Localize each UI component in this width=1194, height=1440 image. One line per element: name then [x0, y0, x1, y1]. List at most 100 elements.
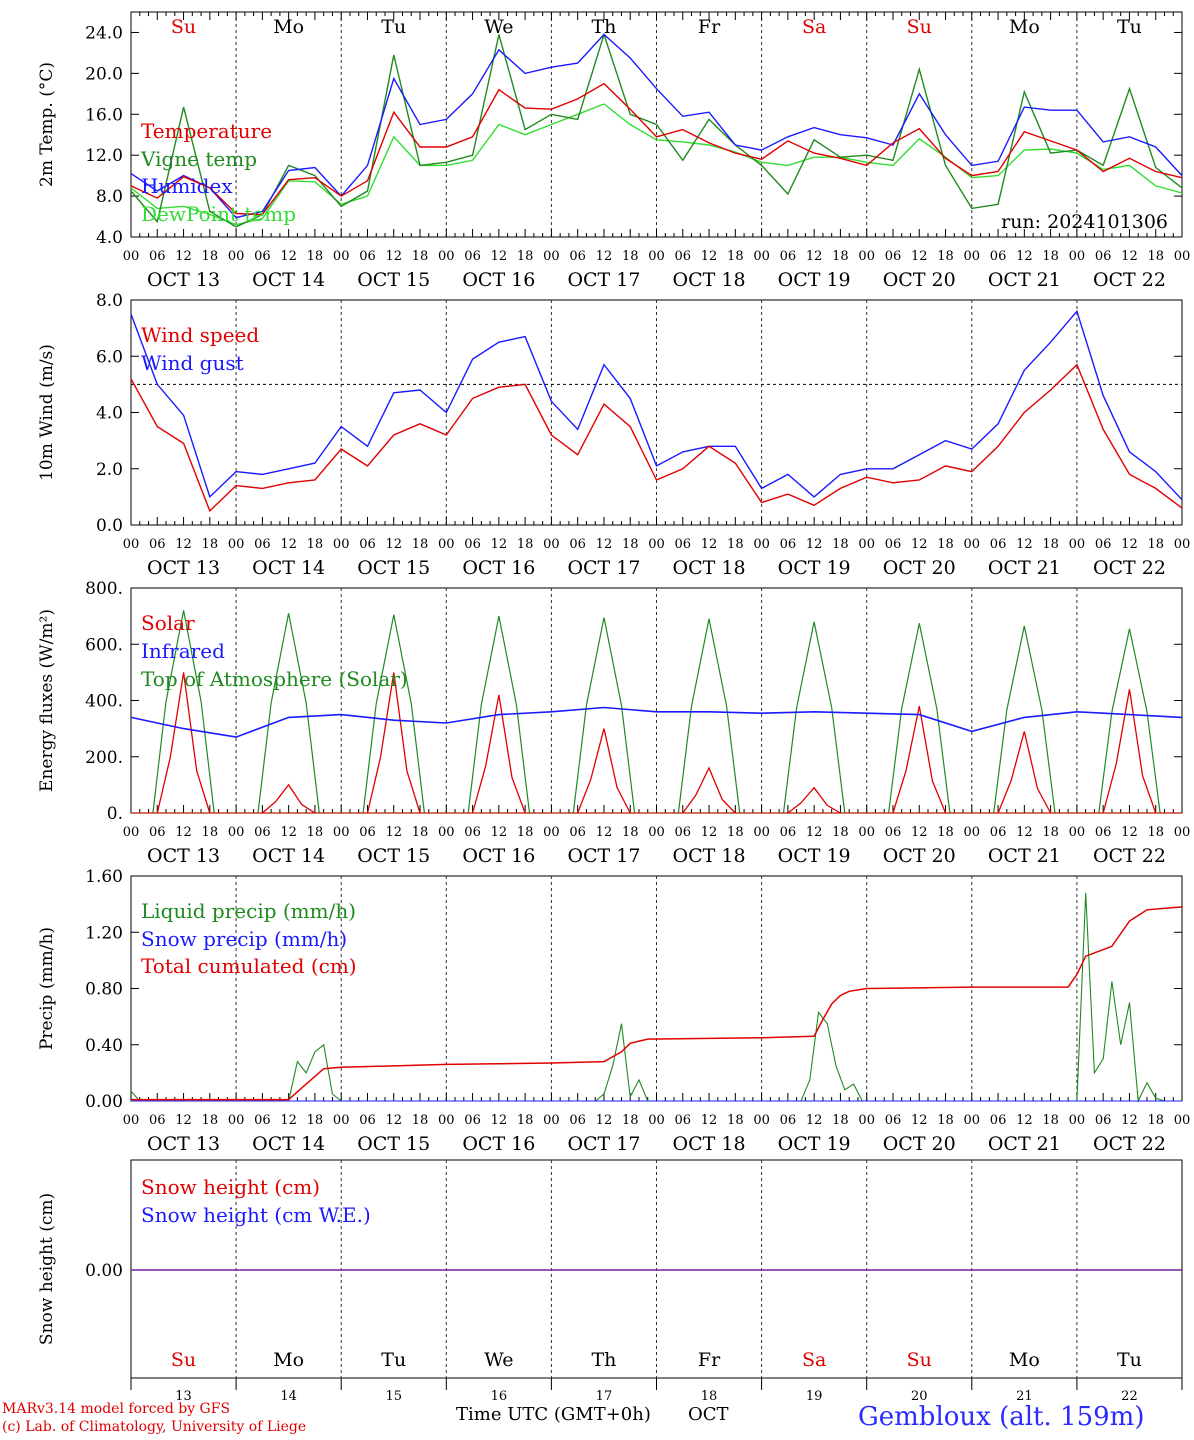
weekday-label: Tu	[381, 16, 406, 38]
y-tick-label: 4.0	[96, 228, 123, 248]
hour-tick-label: 18	[1147, 537, 1164, 552]
toa-solar-peak	[993, 625, 1056, 814]
date-label: OCT 14	[252, 1133, 325, 1155]
hour-tick-label: 12	[1121, 1113, 1138, 1128]
hour-tick-label: 06	[780, 1113, 797, 1128]
hour-tick-label: 06	[885, 249, 902, 264]
y-tick-label: 6.0	[96, 347, 123, 367]
hour-tick-label: 00	[123, 1113, 140, 1128]
hour-tick-label: 06	[149, 249, 166, 264]
hour-tick-label: 00	[123, 825, 140, 840]
date-label: OCT 22	[1093, 1133, 1166, 1155]
hour-tick-label: 06	[780, 825, 797, 840]
model-line: MARv3.14 model forced by GFS	[2, 1401, 231, 1417]
day-number: 20	[911, 1389, 928, 1404]
hour-tick-label: 06	[359, 1113, 376, 1128]
hour-tick-label: 18	[202, 537, 219, 552]
legend-snow-height-cm-w-e-: Snow height (cm W.E.)	[141, 1203, 371, 1227]
hour-tick-label: 18	[412, 1113, 429, 1128]
hour-tick-label: 12	[175, 249, 192, 264]
hour-tick-label: 12	[280, 249, 297, 264]
day-number: 13	[175, 1389, 192, 1404]
legend-wind-speed: Wind speed	[141, 323, 259, 347]
hour-tick-label: 18	[832, 537, 849, 552]
hour-tick-label: 00	[648, 537, 665, 552]
solar-peak	[1102, 689, 1157, 814]
hour-tick-label: 06	[359, 825, 376, 840]
hour-tick-label: 00	[228, 825, 245, 840]
hour-tick-label: 06	[1095, 537, 1112, 552]
hour-tick-label: 00	[753, 249, 770, 264]
hour-tick-label: 18	[412, 825, 429, 840]
hour-tick-label: 18	[412, 249, 429, 264]
date-label: OCT 17	[567, 845, 640, 867]
hour-tick-label: 18	[937, 825, 954, 840]
hour-tick-label: 06	[464, 1113, 481, 1128]
y-tick-label: 0.	[107, 804, 123, 824]
day-number: 21	[1016, 1389, 1033, 1404]
hour-tick-label: 06	[675, 537, 692, 552]
weekday-label: Su	[907, 16, 932, 38]
hour-tick-label: 12	[596, 825, 613, 840]
y-tick-label: 2.0	[96, 460, 123, 480]
hour-tick-label: 18	[622, 1113, 639, 1128]
day-number: 18	[701, 1389, 718, 1404]
hour-tick-label: 12	[1121, 249, 1138, 264]
month-label: OCT	[688, 1404, 729, 1425]
hour-tick-label: 06	[569, 537, 586, 552]
weekday-label-bottom: Su	[171, 1349, 196, 1371]
hour-tick-label: 12	[280, 825, 297, 840]
hour-tick-label: 00	[228, 537, 245, 552]
weekday-label: Mo	[273, 16, 304, 38]
y-tick-label: 0.0	[96, 516, 123, 536]
hour-tick-label: 18	[517, 249, 534, 264]
weekday-label-bottom: Tu	[1117, 1349, 1142, 1371]
hour-tick-label: 06	[990, 1113, 1007, 1128]
hour-tick-label: 06	[885, 537, 902, 552]
hour-tick-label: 12	[385, 825, 402, 840]
hour-tick-label: 12	[596, 249, 613, 264]
legend-snow-height-cm-: Snow height (cm)	[141, 1175, 320, 1199]
hour-tick-label: 18	[1042, 825, 1059, 840]
weekday-label-bottom: Mo	[1009, 1349, 1040, 1371]
hour-tick-label: 06	[254, 825, 271, 840]
hour-tick-label: 06	[780, 249, 797, 264]
hour-tick-label: 12	[491, 537, 508, 552]
hour-tick-label: 00	[1174, 537, 1191, 552]
hour-tick-label: 12	[385, 249, 402, 264]
hour-tick-label: 12	[701, 825, 718, 840]
solar-peak	[577, 728, 631, 814]
y-tick-label: 1.60	[85, 867, 123, 887]
date-label: OCT 22	[1093, 845, 1166, 867]
hour-tick-label: 06	[359, 249, 376, 264]
hour-tick-label: 18	[727, 825, 744, 840]
hour-tick-label: 12	[175, 825, 192, 840]
y-tick-label: 8.0	[96, 291, 123, 311]
hour-tick-label: 18	[307, 1113, 324, 1128]
hour-tick-label: 18	[1147, 1113, 1164, 1128]
infrared-line	[130, 706, 1183, 738]
hour-tick-label: 00	[964, 1113, 981, 1128]
toa-solar-peak	[572, 617, 636, 814]
hour-tick-label: 12	[701, 1113, 718, 1128]
hour-tick-label: 06	[780, 537, 797, 552]
hour-tick-label: 18	[1042, 1113, 1059, 1128]
hour-tick-label: 12	[911, 249, 928, 264]
hour-tick-label: 00	[543, 537, 560, 552]
date-label: OCT 21	[988, 1133, 1061, 1155]
date-label: OCT 14	[252, 557, 325, 579]
y-tick-label: 20.0	[85, 64, 123, 84]
hour-tick-label: 12	[280, 537, 297, 552]
date-label: OCT 16	[462, 1133, 535, 1155]
date-label: OCT 16	[462, 269, 535, 291]
hour-tick-label: 00	[1174, 825, 1191, 840]
hour-tick-label: 12	[911, 825, 928, 840]
hour-tick-label: 00	[543, 825, 560, 840]
date-label: OCT 13	[147, 557, 220, 579]
hour-tick-label: 06	[885, 825, 902, 840]
date-label: OCT 20	[883, 269, 956, 291]
date-label: OCT 14	[252, 845, 325, 867]
hour-tick-label: 06	[464, 249, 481, 264]
weekday-label: Th	[591, 16, 616, 38]
liquid-precip-line	[130, 892, 1165, 1104]
